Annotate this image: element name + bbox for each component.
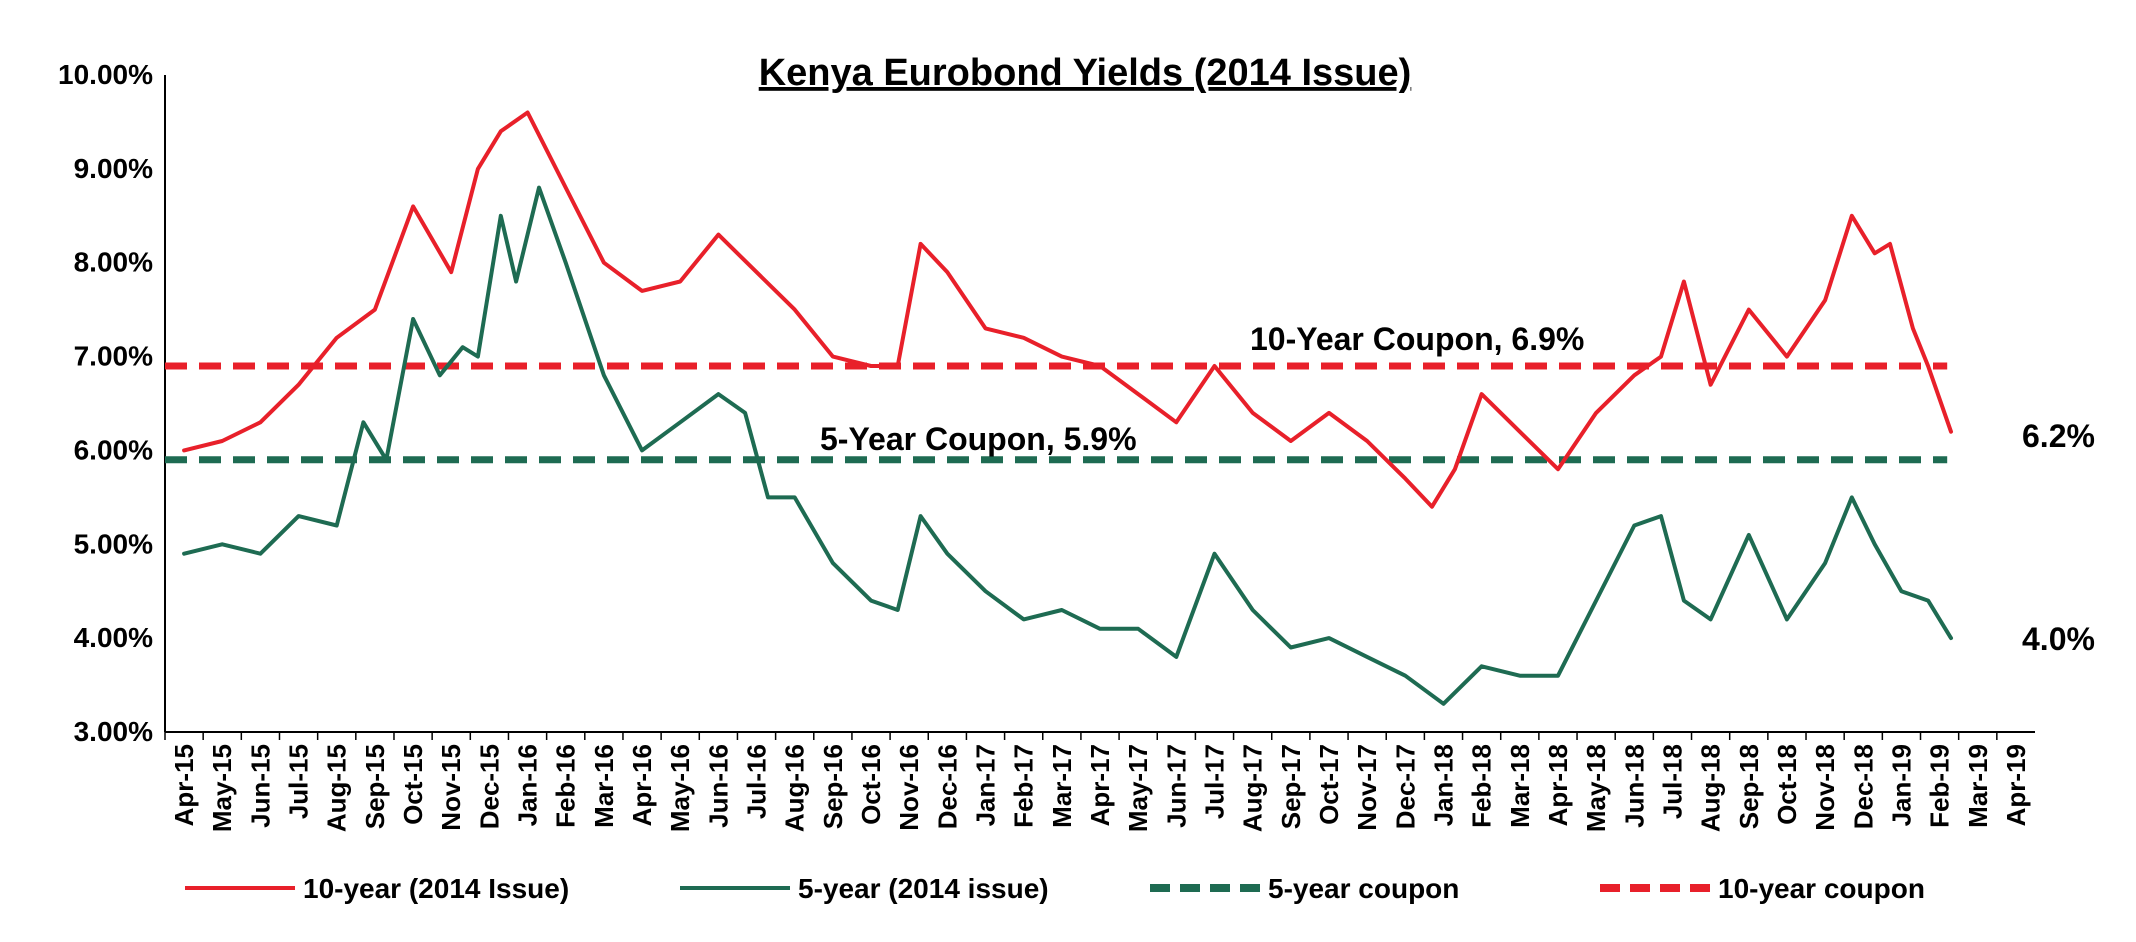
x-tick-label: Jan-19 (1886, 744, 1916, 826)
x-tick-label: Jun-17 (1161, 744, 1191, 828)
x-tick-label: Dec-17 (1390, 744, 1420, 829)
chart-title: Kenya Eurobond Yields (2014 Issue) (759, 52, 1412, 94)
legend-label: 5-year (2014 issue) (798, 873, 1049, 904)
x-tick-label: Jan-16 (513, 744, 543, 826)
y-tick-label: 4.00% (74, 622, 153, 653)
annotation-10yr-last: 6.2% (2022, 418, 2095, 454)
x-tick-label: Dec-16 (932, 744, 962, 829)
series-line-5-year-2014-issue (182, 185, 1953, 706)
x-tick-label: Sep-16 (818, 744, 848, 829)
legend: 10-year (2014 Issue) 5-year (2014 issue) 5… (185, 873, 1925, 904)
y-tick-label: 8.00% (74, 247, 153, 278)
x-tick-labels: Apr-15 May-15 Jun-15 Jul-15 Aug-15 Sep-15 Oct-… (164, 732, 2031, 832)
x-tick-label: Jul-16 (742, 744, 772, 819)
series-layer (165, 110, 1953, 706)
x-tick-label: Aug-15 (322, 744, 352, 832)
x-tick-label: Aug-16 (780, 744, 810, 832)
x-tick-label: Nov-17 (1352, 744, 1382, 831)
x-tick-label: Feb-16 (551, 744, 581, 828)
x-tick-label: Jun-16 (703, 744, 733, 828)
x-tick-label: Nov-18 (1810, 744, 1840, 831)
x-tick-label: Jan-17 (971, 744, 1001, 826)
x-tick-label: Dec-15 (474, 744, 504, 829)
x-tick-label: Jun-15 (245, 744, 275, 828)
x-tick-label: Jul-15 (284, 744, 314, 819)
y-tick-label: 3.00% (74, 716, 153, 747)
x-tick-label: Sep-17 (1276, 744, 1306, 829)
series-line-10-year-2014-issue (182, 110, 1953, 509)
x-tick-label: Feb-19 (1925, 744, 1955, 828)
x-tick-label: Apr-16 (627, 744, 657, 826)
x-tick-label: Oct-18 (1772, 744, 1802, 825)
x-tick-label: Oct-15 (398, 744, 428, 825)
x-tick-label: Oct-17 (1314, 744, 1344, 825)
x-tick-label: Jan-18 (1428, 744, 1458, 826)
x-tick-label: Apr-18 (1543, 744, 1573, 826)
annotation-5yr-coupon: 5-Year Coupon, 5.9% (820, 421, 1137, 457)
x-tick-label: Apr-19 (2001, 744, 2031, 826)
y-tick-label: 6.00% (74, 434, 153, 465)
x-tick-label: Sep-18 (1734, 744, 1764, 829)
x-tick-label: Mar-16 (589, 744, 619, 828)
legend-label: 5-year coupon (1268, 873, 1459, 904)
x-tick-label: May-15 (207, 744, 237, 832)
x-tick-label: Dec-18 (1848, 744, 1878, 829)
y-tick-label: 5.00% (74, 528, 153, 559)
x-tick-label: Mar-19 (1963, 744, 1993, 828)
x-tick-label: Jun-18 (1619, 744, 1649, 828)
y-tick-label: 9.00% (74, 153, 153, 184)
annotation-10yr-coupon: 10-Year Coupon, 6.9% (1250, 321, 1584, 357)
x-tick-label: Nov-16 (894, 744, 924, 831)
x-tick-label: Oct-16 (856, 744, 886, 825)
annotation-5yr-last: 4.0% (2022, 621, 2095, 657)
legend-label: 10-year coupon (1718, 873, 1925, 904)
x-tick-label: Feb-18 (1467, 744, 1497, 828)
x-tick-label: May-16 (665, 744, 695, 832)
y-tick-label: 7.00% (74, 341, 153, 372)
x-tick-label: Aug-18 (1696, 744, 1726, 832)
y-tick-labels: 3.00% 4.00% 5.00% 6.00% 7.00% 8.00% 9.00% 10.00… (58, 59, 153, 747)
x-tick-label: Nov-15 (436, 744, 466, 831)
x-tick-label: May-17 (1123, 744, 1153, 832)
x-tick-label: Apr-17 (1085, 744, 1115, 826)
x-tick-label: Apr-15 (169, 744, 199, 826)
x-tick-label: Mar-18 (1505, 744, 1535, 828)
x-tick-label: Mar-17 (1047, 744, 1077, 828)
x-tick-label: Jul-17 (1199, 744, 1229, 819)
x-tick-label: Feb-17 (1009, 744, 1039, 828)
x-tick-label: Sep-15 (360, 744, 390, 829)
x-tick-label: May-18 (1581, 744, 1611, 832)
x-tick-label: Aug-17 (1238, 744, 1268, 832)
y-tick-label: 10.00% (58, 59, 153, 90)
x-tick-label: Jul-18 (1657, 744, 1687, 819)
legend-label: 10-year (2014 Issue) (303, 873, 569, 904)
